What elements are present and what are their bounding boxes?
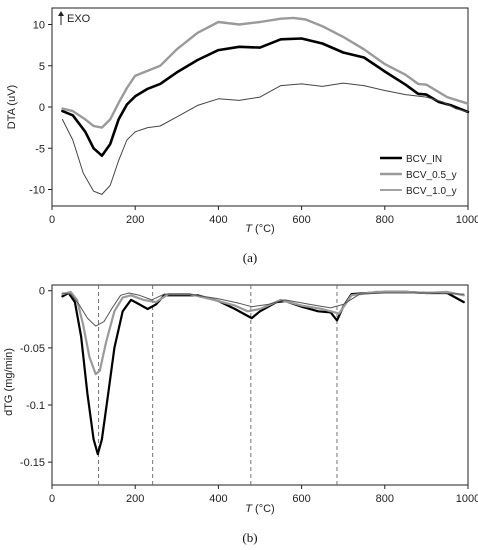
exo-annotation: EXO (58, 11, 91, 25)
series-group-a (61, 16, 470, 195)
series-line-BCV_IN (61, 290, 465, 456)
x-tick-label: 600 (292, 214, 310, 226)
y-tick-label: 0 (39, 102, 45, 114)
series-line-BCV_1.0_y (61, 292, 465, 327)
x-tick-label: 400 (209, 493, 227, 505)
x-axis-label-unit-a: (°C) (252, 223, 275, 235)
series-line-BCV_IN (61, 37, 470, 157)
plot-frame-b (51, 284, 469, 486)
x-tick-label: 1000 (456, 214, 478, 226)
x-ticks-a: 0 200 400 600 800 1000 (49, 206, 478, 226)
y-axis-label-b: dTG (mg/min) (3, 348, 15, 416)
y-tick-label: -0.1 (26, 400, 45, 412)
legend-label: BCV_IN (406, 154, 442, 165)
x-axis-label-b: T (°C) (245, 503, 274, 515)
x-tick-label: 400 (209, 214, 227, 226)
y-tick-label: -5 (35, 143, 45, 155)
y-tick-label: 5 (39, 61, 45, 73)
y-tick-label: -0.05 (20, 343, 45, 355)
panel-a-dta-chart: 10 5 0 -5 -10 0 200 400 600 800 1000 DTA (uV) T (… (6, 7, 478, 265)
y-axis-label-a: DTA (uV) (6, 85, 18, 129)
legend-label: BCV_0.5_y (406, 170, 457, 181)
y-ticks-b: 0 -0.05 -0.1 -0.15 (20, 286, 52, 469)
series-line-BCV_0.5_y (61, 290, 465, 376)
y-tick-label: -0.15 (20, 457, 45, 469)
x-tick-label: 200 (126, 493, 144, 505)
exo-label: EXO (67, 13, 91, 25)
x-tick-label: 800 (376, 493, 394, 505)
x-axis-label-var-a: T (245, 223, 253, 235)
panel-caption-a: (a) (243, 250, 257, 265)
x-ticks-b: 0 200 400 600 800 1000 (49, 485, 478, 505)
legend-label: BCV_1.0_y (406, 186, 457, 197)
reference-lines-b (98, 285, 338, 485)
y-ticks-a: 10 5 0 -5 -10 (29, 20, 52, 197)
y-tick-label: -10 (29, 185, 45, 197)
x-tick-label: 0 (49, 214, 55, 226)
panel-b-dtg-chart: 0 -0.05 -0.1 -0.15 0 200 400 600 800 1000 dTG (m… (3, 284, 478, 545)
x-axis-label-unit-b: (°C) (252, 503, 275, 515)
y-tick-label: 0 (39, 286, 45, 298)
x-axis-label-a: T (°C) (245, 223, 274, 235)
x-axis-label-var-b: T (245, 503, 253, 515)
series-line-BCV_0.5_y (61, 16, 470, 129)
panel-caption-b: (b) (242, 530, 257, 545)
exo-arrow-head-icon (58, 11, 64, 16)
series-group-b (61, 290, 465, 456)
y-tick-label: 10 (33, 20, 45, 32)
x-tick-label: 600 (292, 493, 310, 505)
x-tick-label: 1000 (456, 493, 478, 505)
x-tick-label: 200 (126, 214, 144, 226)
legend-a: BCV_IN BCV_0.5_y BCV_1.0_y (380, 154, 457, 197)
x-tick-label: 800 (376, 214, 394, 226)
series-line-BCV_1.0_y (61, 82, 469, 195)
x-tick-label: 0 (49, 493, 55, 505)
